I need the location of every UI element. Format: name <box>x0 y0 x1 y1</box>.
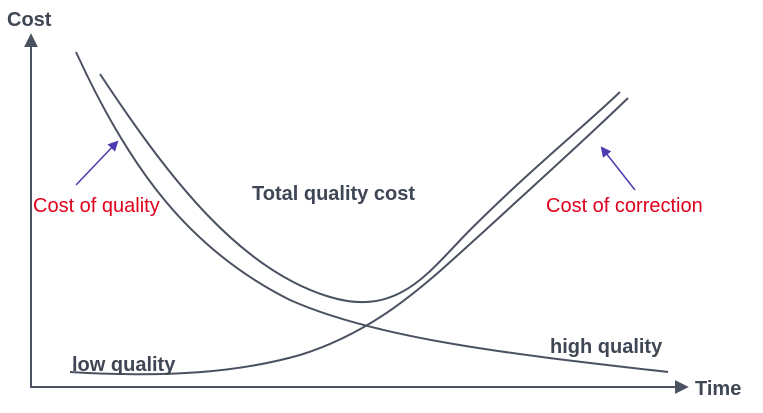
low-quality-label: low quality <box>72 354 176 376</box>
cost-of-correction-curve <box>69 97 629 376</box>
cost-of-quality-label: Cost of quality <box>33 195 160 217</box>
cost-of-quality-arrow <box>75 140 119 186</box>
total-quality-cost-curve <box>99 73 621 303</box>
cost-of-quality-curve <box>75 51 669 373</box>
x-axis-label: Time <box>695 378 742 400</box>
cost-of-correction-arrow <box>600 146 636 191</box>
y-axis-label: Cost <box>7 9 52 31</box>
cost-of-correction-label: Cost of correction <box>546 195 703 217</box>
total-quality-cost-label: Total quality cost <box>252 183 415 205</box>
high-quality-label: high quality <box>550 336 663 358</box>
